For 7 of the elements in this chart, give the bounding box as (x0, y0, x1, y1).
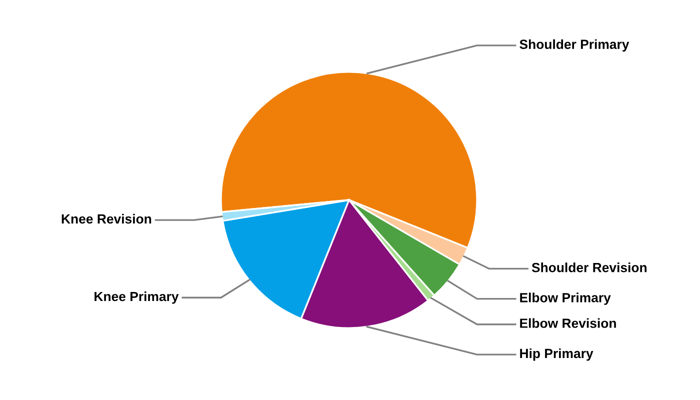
slice-label: Knee Primary (94, 291, 179, 304)
slice-label: Elbow Primary (520, 292, 611, 305)
slice-label: Knee Revision (62, 214, 152, 224)
slice-label: Shoulder Primary (520, 39, 630, 52)
slice-label: Hip Primary (520, 348, 594, 361)
slice-label: Elbow Revision (520, 318, 616, 328)
slice-label: Shoulder Revision (532, 262, 646, 272)
